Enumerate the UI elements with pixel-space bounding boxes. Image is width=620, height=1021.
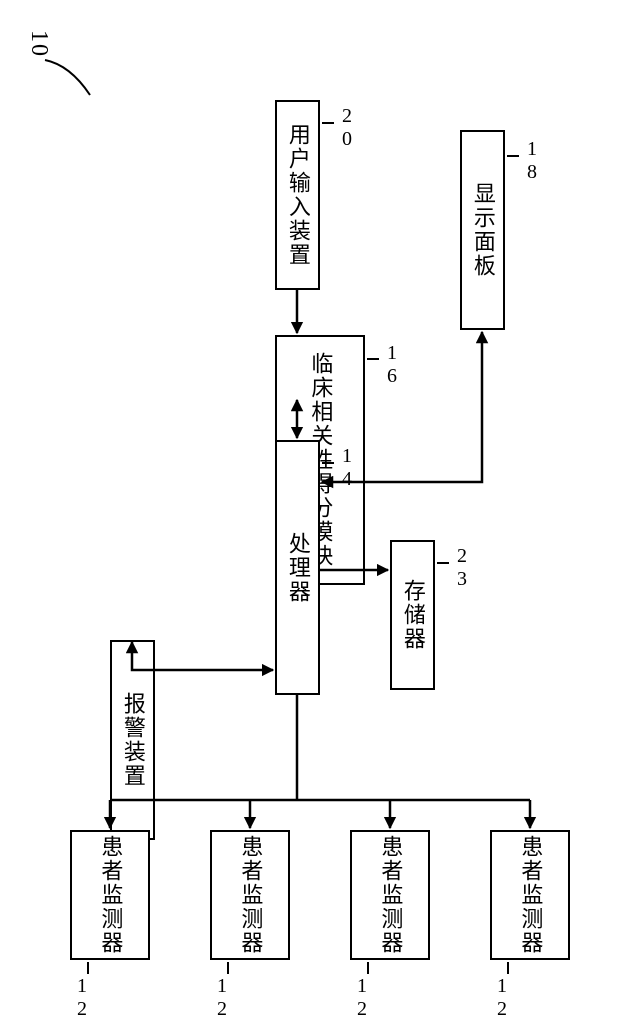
node-label: 报警装置 [117, 692, 148, 788]
ref-display: 18 [520, 138, 543, 184]
node-label: 患者监测器 [95, 835, 126, 955]
figure-number: 10 [25, 30, 52, 58]
node-user-input: 用户输入装置 [275, 100, 320, 290]
node-label: 用户输入装置 [282, 123, 313, 267]
lead-display [507, 155, 519, 157]
ref-monitor-4: 12 [490, 975, 513, 1021]
lead-clinical [367, 358, 379, 360]
node-storage: 存储器 [390, 540, 435, 690]
lead-processor [322, 462, 334, 464]
node-label: 显示面板 [467, 182, 498, 278]
node-monitor-1: 患者监测器 [70, 830, 150, 960]
ref-monitor-2: 12 [210, 975, 233, 1021]
lead-storage [437, 562, 449, 564]
node-display: 显示面板 [460, 130, 505, 330]
node-monitor-3: 患者监测器 [350, 830, 430, 960]
node-label: 患者监测器 [515, 835, 546, 955]
ref-processor: 14 [335, 445, 358, 491]
ref-monitor-1: 12 [70, 975, 93, 1021]
ref-monitor-3: 12 [350, 975, 373, 1021]
node-monitor-4: 患者监测器 [490, 830, 570, 960]
node-alarm: 报警装置 [110, 640, 155, 840]
ref-user-input: 20 [335, 105, 358, 151]
ref-storage: 23 [450, 545, 473, 591]
ref-clinical: 16 [380, 342, 403, 388]
lead-monitor-3 [367, 962, 369, 974]
lead-monitor-1 [87, 962, 89, 974]
lead-user-input [322, 122, 334, 124]
diagram-canvas: 10 用户输入装置 20 临床相关性得分模块 16 处理器 14 显示面板 18… [0, 0, 620, 1000]
node-label: 患者监测器 [375, 835, 406, 955]
node-label: 存储器 [397, 579, 428, 651]
lead-monitor-4 [507, 962, 509, 974]
lead-monitor-2 [227, 962, 229, 974]
node-processor: 处理器 [275, 440, 320, 695]
node-label: 患者监测器 [235, 835, 266, 955]
node-label: 处理器 [282, 532, 313, 604]
node-monitor-2: 患者监测器 [210, 830, 290, 960]
